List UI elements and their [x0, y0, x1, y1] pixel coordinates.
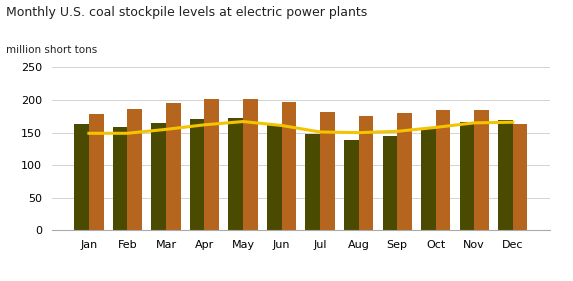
Bar	[344, 140, 359, 230]
Text: million short tons: million short tons	[6, 45, 97, 55]
Text: Monthly U.S. coal stockpile levels at electric power plants: Monthly U.S. coal stockpile levels at el…	[6, 6, 367, 19]
Bar	[498, 120, 513, 230]
Bar	[474, 110, 489, 230]
Bar	[305, 134, 320, 230]
Bar	[460, 122, 474, 230]
Bar	[435, 110, 450, 230]
Bar	[267, 125, 281, 230]
Bar	[320, 112, 335, 230]
Bar	[513, 124, 527, 230]
Bar	[151, 123, 166, 230]
Bar	[281, 102, 296, 230]
Bar	[383, 136, 397, 230]
Bar	[74, 124, 89, 230]
Bar	[89, 114, 104, 230]
Bar	[229, 118, 243, 230]
Bar	[113, 127, 127, 230]
Bar	[205, 99, 219, 230]
Bar	[243, 99, 258, 230]
Bar	[127, 109, 142, 230]
Bar	[166, 103, 180, 230]
Bar	[397, 113, 412, 230]
Bar	[190, 119, 205, 230]
Bar	[359, 116, 373, 230]
Bar	[421, 128, 435, 230]
